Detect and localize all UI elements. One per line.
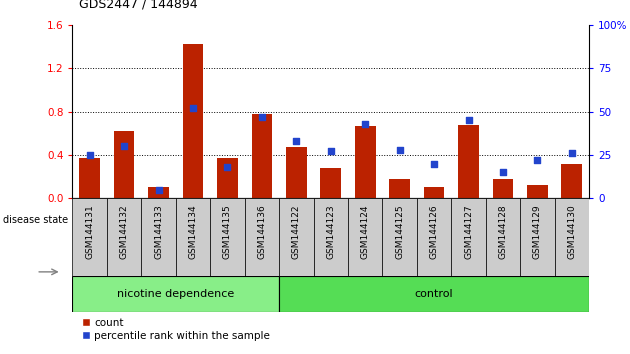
Text: GSM144127: GSM144127 xyxy=(464,205,473,259)
Bar xyxy=(176,198,210,276)
Point xyxy=(119,143,129,149)
Text: GSM144134: GSM144134 xyxy=(188,205,197,259)
Text: GSM144133: GSM144133 xyxy=(154,205,163,259)
Bar xyxy=(527,185,547,198)
Text: GSM144126: GSM144126 xyxy=(430,205,438,259)
Bar xyxy=(279,276,589,312)
Text: GSM144129: GSM144129 xyxy=(533,205,542,259)
Bar xyxy=(107,198,141,276)
Bar xyxy=(417,198,451,276)
Bar xyxy=(79,158,100,198)
Bar xyxy=(314,198,348,276)
Text: GSM144125: GSM144125 xyxy=(395,205,404,259)
Point xyxy=(222,164,232,170)
Bar xyxy=(244,198,279,276)
Bar xyxy=(424,187,444,198)
Bar xyxy=(389,179,410,198)
Point xyxy=(291,138,301,144)
Text: GDS2447 / 144894: GDS2447 / 144894 xyxy=(79,0,197,11)
Bar xyxy=(321,168,341,198)
Bar xyxy=(382,198,417,276)
Point xyxy=(429,161,439,166)
Point xyxy=(326,149,336,154)
Point xyxy=(394,147,404,153)
Bar xyxy=(210,198,244,276)
Point xyxy=(360,121,370,126)
Bar xyxy=(451,198,486,276)
Bar xyxy=(355,126,375,198)
Bar xyxy=(458,125,479,198)
Point xyxy=(498,170,508,175)
Text: disease state: disease state xyxy=(3,215,68,225)
Bar xyxy=(279,198,314,276)
Bar xyxy=(520,198,554,276)
Bar xyxy=(141,198,176,276)
Bar xyxy=(554,198,589,276)
Bar xyxy=(114,131,134,198)
Legend: count, percentile rank within the sample: count, percentile rank within the sample xyxy=(77,314,275,345)
Text: GSM144123: GSM144123 xyxy=(326,205,335,259)
Text: GSM144122: GSM144122 xyxy=(292,205,301,259)
Bar xyxy=(217,158,238,198)
Bar xyxy=(561,164,582,198)
Point xyxy=(532,157,542,163)
Text: control: control xyxy=(415,289,454,299)
Point xyxy=(464,118,474,123)
Text: GSM144128: GSM144128 xyxy=(498,205,507,259)
Bar xyxy=(486,198,520,276)
Text: GSM144136: GSM144136 xyxy=(258,205,266,259)
Point xyxy=(257,114,267,120)
Point xyxy=(567,150,577,156)
Text: GSM144132: GSM144132 xyxy=(120,205,129,259)
Text: GSM144131: GSM144131 xyxy=(85,205,94,259)
Bar xyxy=(493,179,513,198)
Text: nicotine dependence: nicotine dependence xyxy=(117,289,234,299)
Point xyxy=(84,152,94,158)
Point xyxy=(154,187,164,193)
Text: GSM144135: GSM144135 xyxy=(223,205,232,259)
Text: GSM144124: GSM144124 xyxy=(361,205,370,259)
Bar xyxy=(183,44,203,198)
Bar xyxy=(72,276,279,312)
Text: GSM144130: GSM144130 xyxy=(568,205,576,259)
Bar xyxy=(286,147,307,198)
Bar xyxy=(348,198,382,276)
Point xyxy=(188,105,198,111)
Bar xyxy=(148,187,169,198)
Bar xyxy=(251,114,272,198)
Bar xyxy=(72,198,107,276)
